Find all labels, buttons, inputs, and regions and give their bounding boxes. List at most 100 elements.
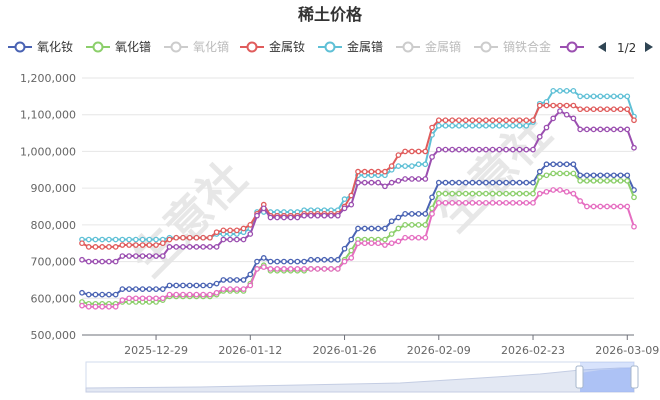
- series-point[interactable]: [435, 117, 442, 124]
- series-point[interactable]: [361, 168, 368, 175]
- series-point[interactable]: [133, 253, 139, 259]
- series-point[interactable]: [247, 231, 254, 237]
- series-point[interactable]: [476, 199, 483, 206]
- series-point[interactable]: [462, 179, 469, 186]
- legend-item[interactable]: 氧化钕: [8, 39, 73, 54]
- series-point[interactable]: [617, 93, 624, 100]
- series-point[interactable]: [604, 93, 610, 100]
- series-point[interactable]: [624, 203, 631, 210]
- series-point[interactable]: [153, 295, 159, 302]
- series-point[interactable]: [476, 190, 483, 197]
- series-point[interactable]: [577, 93, 584, 100]
- series-point[interactable]: [442, 117, 449, 124]
- series-point[interactable]: [153, 253, 159, 259]
- series-point[interactable]: [106, 291, 112, 298]
- series-point[interactable]: [85, 291, 92, 298]
- series-point[interactable]: [334, 212, 341, 219]
- series-point[interactable]: [442, 179, 449, 186]
- series-point[interactable]: [597, 126, 604, 133]
- series-point[interactable]: [402, 176, 408, 182]
- series-point[interactable]: [166, 282, 173, 289]
- series-point[interactable]: [604, 203, 610, 210]
- series-point[interactable]: [422, 234, 429, 241]
- series-point[interactable]: [308, 256, 314, 263]
- legend-item[interactable]: 金属镨: [318, 39, 383, 54]
- series-point[interactable]: [530, 117, 536, 124]
- series-point[interactable]: [139, 286, 146, 292]
- series-point[interactable]: [509, 179, 516, 186]
- series-point[interactable]: [180, 244, 186, 250]
- series-point[interactable]: [106, 258, 112, 265]
- series-point[interactable]: [563, 102, 570, 109]
- series-point[interactable]: [563, 111, 570, 118]
- series-point[interactable]: [247, 282, 254, 289]
- legend-next-icon[interactable]: [645, 42, 653, 52]
- series-point[interactable]: [597, 172, 604, 179]
- series-point[interactable]: [267, 266, 274, 272]
- series-point[interactable]: [139, 236, 146, 243]
- series-point[interactable]: [281, 266, 287, 272]
- series-point[interactable]: [146, 295, 153, 302]
- series-point[interactable]: [99, 258, 106, 265]
- series-point[interactable]: [375, 168, 382, 175]
- series-point[interactable]: [355, 168, 361, 175]
- series-point[interactable]: [631, 194, 637, 201]
- series-point[interactable]: [166, 236, 173, 243]
- series-point[interactable]: [395, 152, 402, 158]
- series-point[interactable]: [449, 179, 456, 186]
- series-point[interactable]: [186, 282, 193, 289]
- series-point[interactable]: [112, 303, 119, 310]
- series-point[interactable]: [200, 234, 207, 241]
- series-point[interactable]: [294, 266, 301, 272]
- series-point[interactable]: [489, 179, 496, 186]
- series-point[interactable]: [402, 234, 408, 241]
- series-point[interactable]: [584, 172, 590, 179]
- series-point[interactable]: [610, 177, 617, 184]
- series-point[interactable]: [207, 291, 213, 298]
- series-point[interactable]: [99, 291, 106, 298]
- series-point[interactable]: [469, 190, 476, 197]
- series-point[interactable]: [563, 161, 570, 168]
- series-point[interactable]: [133, 242, 139, 248]
- series-point[interactable]: [496, 146, 503, 153]
- series-point[interactable]: [395, 214, 402, 221]
- series-point[interactable]: [166, 244, 173, 250]
- series-point[interactable]: [557, 170, 563, 177]
- series-point[interactable]: [584, 177, 590, 184]
- series-point[interactable]: [119, 242, 126, 248]
- series-point[interactable]: [610, 106, 617, 113]
- series-point[interactable]: [233, 277, 240, 283]
- series-point[interactable]: [543, 102, 550, 109]
- series-point[interactable]: [254, 266, 260, 272]
- series-point[interactable]: [516, 190, 523, 197]
- series-point[interactable]: [422, 161, 429, 168]
- series-point[interactable]: [503, 117, 509, 124]
- series-point[interactable]: [415, 234, 422, 241]
- series-point[interactable]: [429, 124, 435, 131]
- series-point[interactable]: [442, 190, 449, 197]
- series-point[interactable]: [348, 201, 355, 208]
- series-point[interactable]: [382, 242, 388, 248]
- series-point[interactable]: [321, 212, 328, 219]
- series-point[interactable]: [543, 188, 550, 195]
- series-point[interactable]: [334, 266, 341, 272]
- series-point[interactable]: [456, 146, 462, 153]
- series-point[interactable]: [530, 190, 536, 197]
- series-point[interactable]: [247, 271, 254, 278]
- series-point[interactable]: [85, 303, 92, 310]
- series-point[interactable]: [233, 286, 240, 292]
- series-point[interactable]: [449, 122, 456, 129]
- series-point[interactable]: [79, 289, 85, 296]
- series-point[interactable]: [227, 236, 233, 243]
- series-point[interactable]: [422, 222, 429, 228]
- series-point[interactable]: [355, 179, 361, 186]
- series-point[interactable]: [408, 148, 415, 155]
- series-point[interactable]: [281, 258, 287, 265]
- series-point[interactable]: [516, 122, 523, 129]
- series-point[interactable]: [153, 242, 159, 248]
- series-point[interactable]: [99, 236, 106, 243]
- series-point[interactable]: [186, 244, 193, 250]
- series-point[interactable]: [328, 212, 334, 219]
- series-point[interactable]: [79, 302, 85, 309]
- series-point[interactable]: [314, 266, 321, 272]
